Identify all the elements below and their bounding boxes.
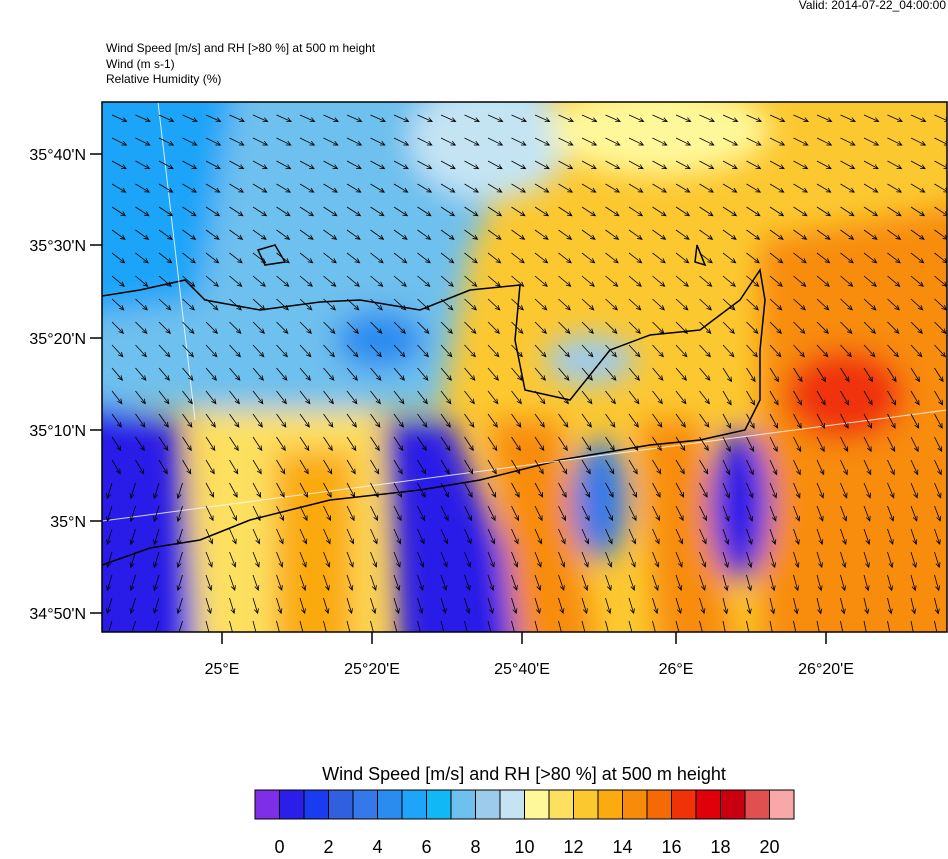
colorbar-box: [770, 790, 795, 819]
colorbar-box: [427, 790, 452, 819]
map-field: [60, 60, 948, 680]
colorbar-title: Wind Speed [m/s] and RH [>80 %] at 500 m…: [322, 764, 726, 784]
colorbar-box: [721, 790, 746, 819]
colorbar-box: [696, 790, 721, 819]
colorbar-box: [353, 790, 378, 819]
colorbar-label: 8: [470, 837, 480, 854]
colorbar-label: 0: [274, 837, 284, 854]
colorbar-label: 20: [759, 837, 779, 854]
colorbar-box: [451, 790, 476, 819]
colorbar-box: [476, 790, 501, 819]
colorbar-box: [549, 790, 574, 819]
colorbar-box: [525, 790, 550, 819]
colorbar-box: [672, 790, 697, 819]
header-line: Wind (m s-1): [106, 57, 175, 71]
lon-label: 25°20'E: [344, 661, 400, 678]
lon-label: 26°20'E: [798, 661, 854, 678]
lat-label: 34°50'N: [29, 606, 86, 623]
lat-label: 35°40'N: [29, 147, 86, 164]
colorbar-label: 2: [323, 837, 333, 854]
colorbar-label: 16: [661, 837, 681, 854]
header-line: Relative Humidity (%): [106, 72, 221, 86]
colorbar-box: [574, 790, 599, 819]
colorbar-label: 4: [372, 837, 382, 854]
colorbar-label: 6: [421, 837, 431, 854]
colorbar-box: [304, 790, 329, 819]
colorbar-label: 18: [710, 837, 730, 854]
lon-label: 26°E: [659, 661, 694, 678]
colorbar-box: [500, 790, 525, 819]
lat-label: 35°20'N: [29, 331, 86, 348]
colorbar-box: [402, 790, 427, 819]
colorbar-box: [255, 790, 280, 819]
lat-label: 35°N: [50, 514, 86, 531]
colorbar-label: 14: [612, 837, 632, 854]
colorbar-label: 12: [563, 837, 583, 854]
colorbar-box: [598, 790, 623, 819]
colorbar-box: [647, 790, 672, 819]
colorbar-box: [623, 790, 648, 819]
lon-label: 25°E: [205, 661, 240, 678]
colorbar-box: [329, 790, 354, 819]
colorbar: 0 2 4 6 8 10 12 14 16 18 20: [255, 790, 794, 854]
valid-time: Valid: 2014-07-22_04:00:00: [799, 0, 947, 12]
colorbar-box: [378, 790, 403, 819]
lat-label: 35°30'N: [29, 238, 86, 255]
colorbar-box: [280, 790, 305, 819]
lon-label: 25°40'E: [494, 661, 550, 678]
colorbar-label: 10: [514, 837, 534, 854]
lat-label: 35°10'N: [29, 423, 86, 440]
colorbar-box: [745, 790, 770, 819]
header-line: Wind Speed [m/s] and RH [>80 %] at 500 m…: [106, 41, 376, 55]
